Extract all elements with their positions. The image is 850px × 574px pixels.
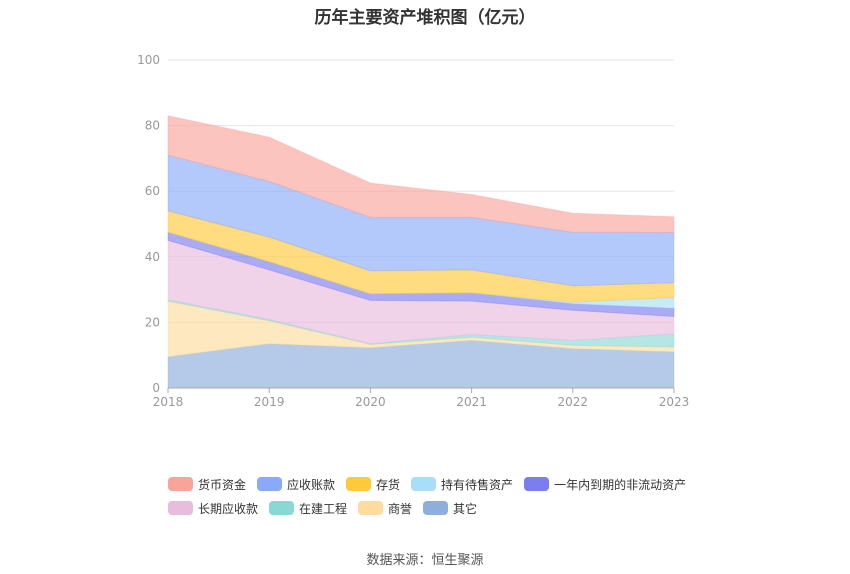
legend-swatch <box>269 501 295 515</box>
x-tick-label: 2019 <box>254 395 285 409</box>
legend-item[interactable]: 应收账款 <box>257 476 335 493</box>
legend-swatch <box>358 501 384 515</box>
legend-item[interactable]: 其它 <box>423 500 477 517</box>
legend-swatch <box>257 477 283 491</box>
legend-row: 长期应收款 在建工程 商誉 其它 <box>168 496 728 520</box>
legend-label: 商誉 <box>388 501 413 516</box>
y-tick-label: 80 <box>145 119 160 133</box>
y-tick-label: 60 <box>145 184 160 198</box>
legend-swatch <box>411 477 437 491</box>
legend-swatch <box>346 477 372 491</box>
area-series <box>167 115 675 389</box>
legend-item[interactable]: 货币资金 <box>168 476 246 493</box>
legend-label: 应收账款 <box>287 477 336 492</box>
legend-row: 货币资金 应收账款 存货 持有待售资产 一年内到期的非流动资产 <box>168 472 728 496</box>
x-tick-label: 2020 <box>355 395 386 409</box>
legend-swatch <box>423 501 449 515</box>
x-tick-label: 2022 <box>558 395 589 409</box>
legend-label: 长期应收款 <box>198 501 259 516</box>
legend-label: 一年内到期的非流动资产 <box>554 477 687 492</box>
y-tick-label: 0 <box>152 381 160 395</box>
legend-item[interactable]: 在建工程 <box>269 500 347 517</box>
legend-swatch <box>168 501 193 515</box>
legend-item[interactable]: 持有待售资产 <box>411 476 513 493</box>
chart-title: 历年主要资产堆积图（亿元） <box>314 8 536 28</box>
x-tick-label: 2023 <box>659 395 690 409</box>
legend-item[interactable]: 长期应收款 <box>168 500 258 517</box>
x-tick-label: 2018 <box>153 395 184 409</box>
y-tick-label: 100 <box>137 53 160 67</box>
legend-label: 持有待售资产 <box>441 477 514 492</box>
legend-label: 其它 <box>453 501 478 516</box>
legend-item[interactable]: 一年内到期的非流动资产 <box>524 476 686 493</box>
y-tick-label: 40 <box>145 250 160 264</box>
legend-swatch <box>168 477 193 491</box>
y-tick-label: 20 <box>145 315 160 329</box>
axes: 0 20 40 60 80 100 2018 2019 2020 2021 2022 2023 <box>137 53 689 409</box>
legend-item[interactable]: 存货 <box>346 476 400 493</box>
x-tick-label: 2021 <box>456 395 487 409</box>
legend-label: 货币资金 <box>198 477 247 492</box>
chart-legend: 货币资金 应收账款 存货 持有待售资产 一年内到期的非流动资产 长期应收款 在建工程 商誉 其… <box>168 472 728 520</box>
data-source: 数据来源：恒生聚源 <box>366 553 484 568</box>
legend-swatch <box>524 477 550 491</box>
legend-label: 存货 <box>376 477 401 492</box>
legend-label: 在建工程 <box>299 501 348 516</box>
area-货币资金 <box>167 115 675 234</box>
legend-item[interactable]: 商誉 <box>358 500 412 517</box>
